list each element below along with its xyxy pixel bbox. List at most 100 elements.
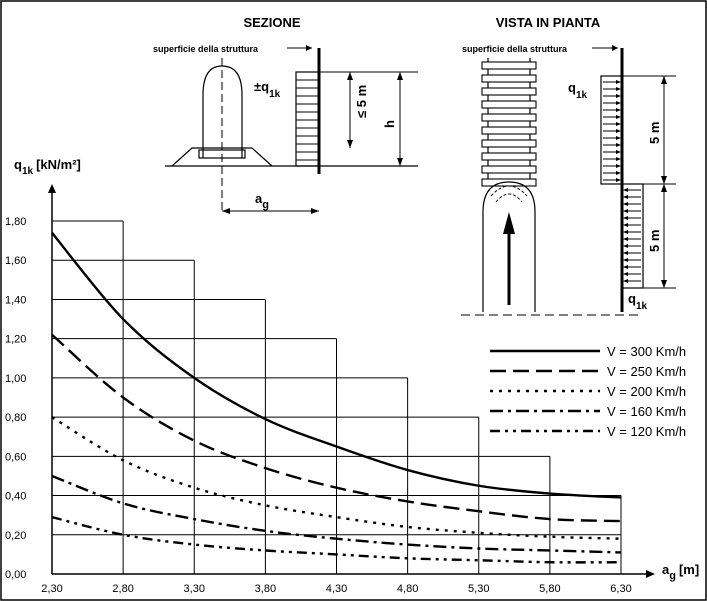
load-arrowhead [623,230,628,234]
load-arrowhead [616,87,621,91]
load-arrowhead [616,171,621,175]
load-arrowhead [616,101,621,105]
x-axis-arrow-icon [646,570,655,578]
y-tick-label: 0,40 [5,491,26,503]
section-h-label: h [382,120,397,128]
y-tick-label: 1,00 [5,373,26,385]
legend: V = 300 Km/h V = 250 Km/h V = 200 Km/h V = … [490,344,686,439]
plan-dim-lower-label: 5 m [647,230,662,252]
load-arrowhead [623,258,628,262]
x-tick-label: 3,30 [184,583,205,595]
legend-label-5: V = 120 Km/h [607,424,686,439]
sleeper [481,87,537,96]
legend-label-1: V = 300 Km/h [607,344,686,359]
plan-load-lower-label: q1k [628,291,648,312]
sleeper [481,152,537,161]
plan-load-upper-label: q1k [568,80,588,101]
y-tick-label: 1,40 [5,294,26,306]
section-surface-label: superficie della struttura [153,44,259,54]
load-arrowhead [616,129,621,133]
load-arrowhead [623,195,628,199]
y-axis-label: q1k [kN/m²] [14,157,81,177]
series-line-5 [51,515,622,564]
sleeper [481,139,537,148]
section-5m-label: ≤ 5 m [354,85,369,118]
load-arrowhead [616,108,621,112]
sleeper [481,126,537,135]
y-tick-label: 0,00 [5,569,26,581]
load-arrowhead [616,136,621,140]
plan-load-lower-arrows [623,188,641,283]
x-tick-labels: 2,30 2,80 3,30 3,80 4,30 4,80 5,30 5,80 6,30 [41,583,631,595]
x-tick-label: 5,30 [468,583,489,595]
sleeper [481,100,537,109]
plan-surface-label: superficie della struttura [462,44,568,54]
load-arrowhead [616,80,621,84]
chart: 0,00 0,20 0,40 0,60 0,80 1,00 1,20 1,40 1,60 1,80… [5,157,699,595]
plan-load-upper-arrows [603,80,621,182]
x-tick-label: 4,80 [397,583,418,595]
x-tick-label: 5,80 [539,583,560,595]
load-arrowhead [616,150,621,154]
load-arrowhead [623,237,628,241]
sleeper [481,113,537,122]
series-line-1 [51,232,622,499]
series-line-4 [51,474,622,554]
section-diagram: SEZIONE superficie della struttura ±q1k … [153,15,418,214]
plan-diagram: VISTA IN PIANTA superficie della struttu… [461,15,676,316]
plan-sleepers [481,61,537,187]
chart-grid [52,220,622,574]
section-surface-arrowhead [306,45,312,51]
load-arrowhead [623,272,628,276]
load-arrowhead [616,143,621,147]
y-tick-label: 0,60 [5,451,26,463]
load-arrowhead [616,115,621,119]
plan-dim-upper-label: 5 m [647,122,662,144]
sleeper [481,165,537,174]
load-arrowhead [623,209,628,213]
load-arrowhead [623,223,628,227]
y-tick-labels: 0,00 0,20 0,40 0,60 0,80 1,00 1,20 1,40 1,60 1,80 [5,216,26,581]
legend-label-2: V = 250 Km/h [607,364,686,379]
x-tick-label: 2,30 [41,583,62,595]
y-tick-label: 1,80 [5,216,26,228]
load-arrowhead [616,122,621,126]
chart-axes [48,184,655,578]
load-arrowhead [623,216,628,220]
load-arrowhead [623,244,628,248]
x-tick-label: 3,80 [255,583,276,595]
plan-train [482,181,536,312]
series-line-2 [51,333,622,523]
y-tick-label: 1,60 [5,255,26,267]
section-load-hatching [296,79,319,161]
plan-load-lower [621,183,644,289]
sleeper [481,61,537,70]
load-arrowhead [623,279,628,283]
legend-label-4: V = 160 Km/h [607,404,686,419]
load-arrowhead [623,265,628,269]
load-arrowhead [616,94,621,98]
y-tick-label: 1,20 [5,334,26,346]
plan-title: VISTA IN PIANTA [496,15,601,30]
x-axis-label: ag [m] [662,562,699,582]
section-title: SEZIONE [243,15,300,30]
x-tick-label: 4,30 [326,583,347,595]
y-tick-label: 0,20 [5,530,26,542]
load-arrowhead [623,251,628,255]
load-arrowhead [623,188,628,192]
y-axis-arrow-icon [48,184,56,193]
section-ag-label: ag [255,191,269,211]
plan-train-nose [490,185,528,203]
x-tick-label: 6,30 [610,583,631,595]
load-arrowhead [623,202,628,206]
x-tick-label: 2,80 [112,583,133,595]
section-load-block [295,71,320,167]
chart-series [51,232,622,564]
load-arrowhead [616,157,621,161]
y-tick-label: 0,80 [5,412,26,424]
section-load-label: ±q1k [254,79,281,100]
legend-label-3: V = 200 Km/h [607,384,686,399]
plan-load-upper [600,75,623,185]
